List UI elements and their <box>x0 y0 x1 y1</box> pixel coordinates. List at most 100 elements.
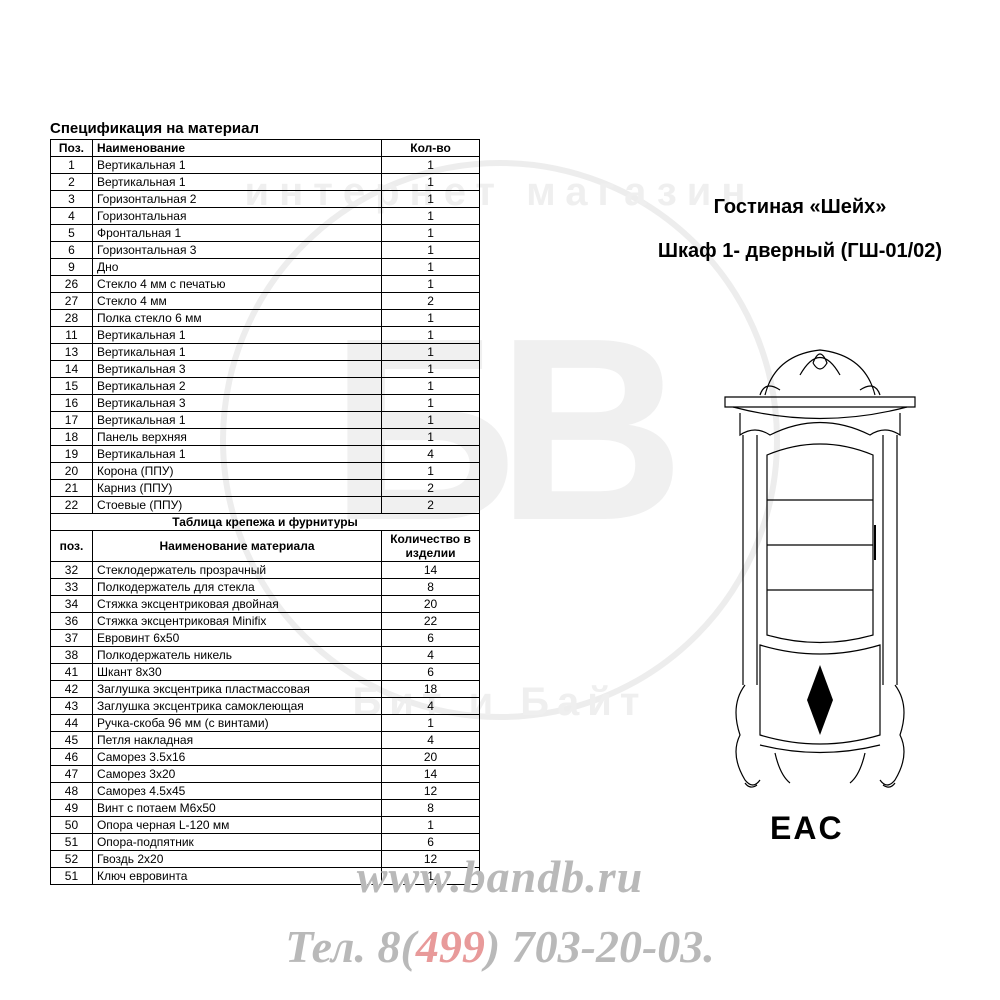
cell-qty: 12 <box>382 783 480 800</box>
cell-pos: 27 <box>51 293 93 310</box>
cell-pos: 21 <box>51 480 93 497</box>
table-row: 17Вертикальная 11 <box>51 412 480 429</box>
footer-url: www.bandb.ru <box>0 850 1000 903</box>
cell-name: Корона (ППУ) <box>92 463 381 480</box>
cell-qty: 1 <box>382 259 480 276</box>
cell-qty: 2 <box>382 480 480 497</box>
cell-pos: 45 <box>51 732 93 749</box>
cell-name: Саморез 3x20 <box>92 766 381 783</box>
table-row: 41Шкант 8x306 <box>51 664 480 681</box>
table-row: 11Вертикальная 11 <box>51 327 480 344</box>
cell-qty: 6 <box>382 834 480 851</box>
cell-pos: 51 <box>51 834 93 851</box>
cell-pos: 37 <box>51 630 93 647</box>
cell-pos: 22 <box>51 497 93 514</box>
cell-qty: 8 <box>382 800 480 817</box>
hw-col-qty: Количество в изделии <box>382 531 480 562</box>
cell-pos: 33 <box>51 579 93 596</box>
product-title-block: Гостиная «Шейх» Шкаф 1- дверный (ГШ-01/0… <box>620 185 980 273</box>
cell-qty: 14 <box>382 562 480 579</box>
cell-qty: 1 <box>382 344 480 361</box>
table-row: 34Стяжка эксцентриковая двойная20 <box>51 596 480 613</box>
cell-qty: 1 <box>382 191 480 208</box>
tel-area-code: 499 <box>416 921 485 972</box>
table-row: 33Полкодержатель для стекла8 <box>51 579 480 596</box>
cell-qty: 2 <box>382 497 480 514</box>
cell-name: Горизонтальная 3 <box>92 242 381 259</box>
table-row: 42Заглушка эксцентрика пластмассовая18 <box>51 681 480 698</box>
table-row: 15Вертикальная 21 <box>51 378 480 395</box>
cell-name: Вертикальная 1 <box>92 412 381 429</box>
cell-name: Опора-подпятник <box>92 834 381 851</box>
eac-mark: EAC <box>770 810 844 847</box>
table-row: 28Полка стекло 6 мм1 <box>51 310 480 327</box>
cell-pos: 44 <box>51 715 93 732</box>
cell-pos: 14 <box>51 361 93 378</box>
table-row: 1Вертикальная 11 <box>51 157 480 174</box>
cell-pos: 6 <box>51 242 93 259</box>
table-row: 44Ручка-скоба 96 мм (с винтами)1 <box>51 715 480 732</box>
tel-suffix: ) 703-20-03. <box>485 921 715 972</box>
cell-pos: 13 <box>51 344 93 361</box>
cell-name: Евровинт 6x50 <box>92 630 381 647</box>
table-row: 22Стоевые (ППУ)2 <box>51 497 480 514</box>
col-qty: Кол-во <box>382 140 480 157</box>
cell-name: Ручка-скоба 96 мм (с винтами) <box>92 715 381 732</box>
cell-pos: 18 <box>51 429 93 446</box>
table-row: 27Стекло 4 мм2 <box>51 293 480 310</box>
cell-qty: 18 <box>382 681 480 698</box>
cell-qty: 4 <box>382 732 480 749</box>
table-row: 43Заглушка эксцентрика самоклеющая4 <box>51 698 480 715</box>
table-row: 5Фронтальная 11 <box>51 225 480 242</box>
cell-name: Полкодержатель никель <box>92 647 381 664</box>
cell-name: Горизонтальная 2 <box>92 191 381 208</box>
cell-name: Карниз (ППУ) <box>92 480 381 497</box>
cell-name: Заглушка эксцентрика пластмассовая <box>92 681 381 698</box>
cell-name: Саморез 3.5x16 <box>92 749 381 766</box>
cell-name: Горизонтальная <box>92 208 381 225</box>
cell-pos: 4 <box>51 208 93 225</box>
table-row: 13Вертикальная 11 <box>51 344 480 361</box>
cell-pos: 16 <box>51 395 93 412</box>
table-row: 20Корона (ППУ)1 <box>51 463 480 480</box>
cell-pos: 42 <box>51 681 93 698</box>
cell-pos: 15 <box>51 378 93 395</box>
cell-name: Вертикальная 1 <box>92 174 381 191</box>
cell-pos: 49 <box>51 800 93 817</box>
cell-qty: 1 <box>382 361 480 378</box>
table-row: 46Саморез 3.5x1620 <box>51 749 480 766</box>
cell-pos: 28 <box>51 310 93 327</box>
cell-name: Фронтальная 1 <box>92 225 381 242</box>
cell-pos: 1 <box>51 157 93 174</box>
cell-qty: 1 <box>382 225 480 242</box>
cell-pos: 46 <box>51 749 93 766</box>
cell-qty: 1 <box>382 327 480 344</box>
cell-qty: 6 <box>382 664 480 681</box>
cell-qty: 14 <box>382 766 480 783</box>
cell-name: Панель верхняя <box>92 429 381 446</box>
cell-qty: 1 <box>382 817 480 834</box>
cell-pos: 3 <box>51 191 93 208</box>
cell-name: Саморез 4.5x45 <box>92 783 381 800</box>
table-row: 49Винт с потаем М6x508 <box>51 800 480 817</box>
table-row: 9Дно1 <box>51 259 480 276</box>
cell-name: Вертикальная 1 <box>92 157 381 174</box>
cell-name: Полкодержатель для стекла <box>92 579 381 596</box>
col-name: Наименование <box>92 140 381 157</box>
table-row: 50Опора черная L-120 мм1 <box>51 817 480 834</box>
cell-qty: 20 <box>382 749 480 766</box>
table-row: 6Горизонтальная 31 <box>51 242 480 259</box>
cell-qty: 6 <box>382 630 480 647</box>
table-row: 3Горизонтальная 21 <box>51 191 480 208</box>
table-row: 36Стяжка эксцентриковая Minifix22 <box>51 613 480 630</box>
cell-pos: 9 <box>51 259 93 276</box>
cabinet-illustration <box>705 335 935 795</box>
table-row: 26Стекло 4 мм с печатью1 <box>51 276 480 293</box>
cell-name: Дно <box>92 259 381 276</box>
cell-pos: 41 <box>51 664 93 681</box>
cell-qty: 8 <box>382 579 480 596</box>
cell-name: Опора черная L-120 мм <box>92 817 381 834</box>
cell-pos: 48 <box>51 783 93 800</box>
cell-qty: 1 <box>382 276 480 293</box>
cell-qty: 4 <box>382 446 480 463</box>
